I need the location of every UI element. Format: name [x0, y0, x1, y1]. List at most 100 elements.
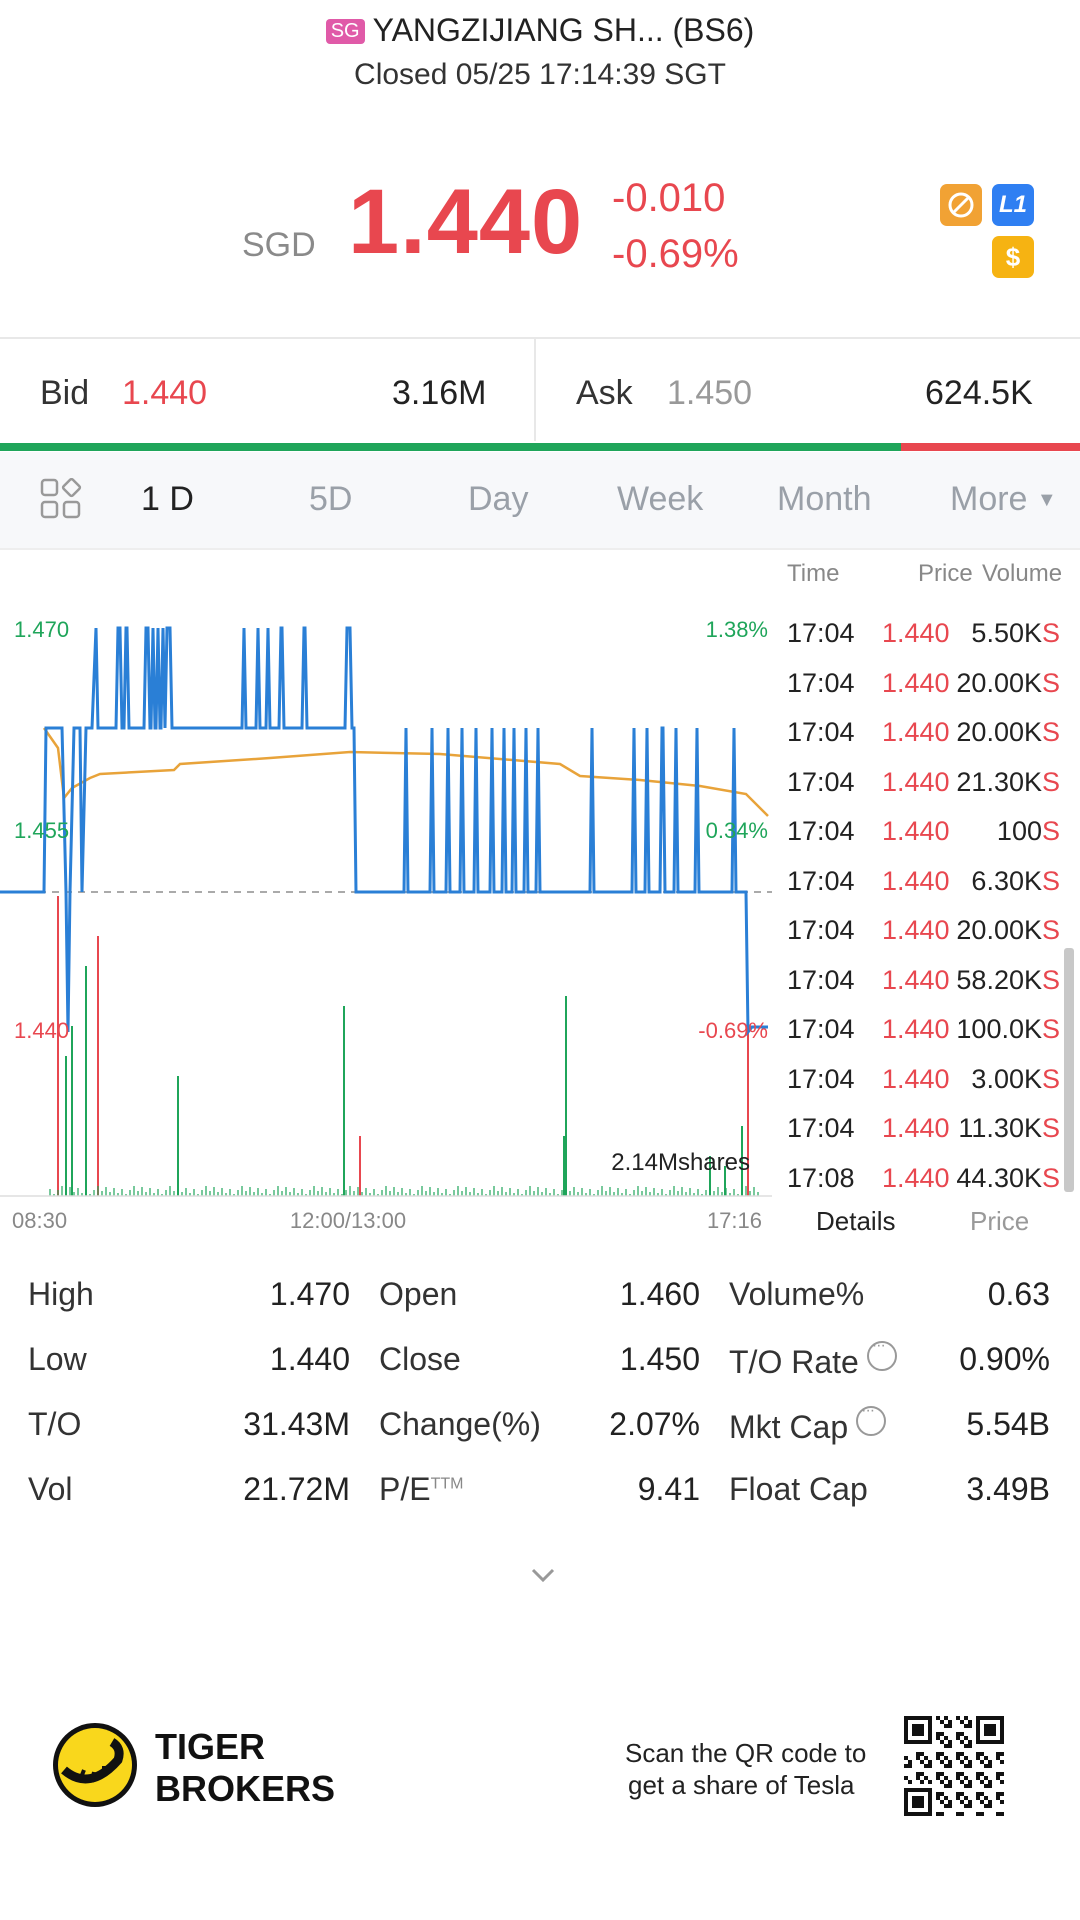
trade-side: S: [1041, 915, 1060, 945]
tab-5d[interactable]: 5D: [309, 480, 353, 518]
trade-row: 17:04 1.440 20.00KS: [0, 915, 1080, 964]
col-volume-header: Volume: [982, 560, 1063, 587]
trade-volume-value: 5.50K: [971, 618, 1042, 648]
stat-label-text: T/O Rate: [729, 1344, 859, 1380]
brand-line2: BROKERS: [155, 1768, 336, 1809]
bid-price: 1.440: [122, 374, 208, 412]
trade-row: 17:04 1.440 100S: [0, 816, 1080, 865]
bid-label: Bid: [40, 374, 90, 412]
trade-volume-value: 100.0K: [956, 1014, 1042, 1044]
details-toggle[interactable]: Details: [816, 1206, 896, 1236]
stat-label-text: Vol: [28, 1471, 73, 1507]
trade-volume-value: 58.20K: [956, 964, 1042, 995]
trade-time: 17:04: [787, 717, 855, 747]
trade-volume-value: 3.00K: [971, 1063, 1042, 1094]
trade-volume: 100S: [997, 816, 1060, 847]
trade-price: 1.440: [882, 667, 950, 698]
stat-label: Mkt Cap: [729, 1402, 887, 1446]
trade-price: 1.440: [882, 964, 950, 995]
price-change-percent: -0.69%: [612, 232, 739, 276]
stat-label: Float Cap: [729, 1471, 868, 1508]
bid-ratio-bar: [0, 443, 901, 451]
price-change: -0.010: [612, 176, 726, 220]
stat-value: 5.54B: [966, 1406, 1050, 1442]
trade-price: 1.440: [882, 717, 950, 747]
stat-label-text: High: [28, 1276, 94, 1312]
trade-price: 1.440: [882, 618, 950, 648]
trade-volume-value: 6.30K: [971, 865, 1042, 896]
ask-volume: 624.5K: [925, 374, 1033, 412]
trade-volume-value: 21.30K: [956, 766, 1042, 797]
trade-side: S: [1041, 667, 1060, 698]
tab-more-label: More: [950, 480, 1028, 518]
trade-time: 17:04: [787, 915, 855, 945]
intraday-chart[interactable]: 1.470 1.455 1.440 1.38% 0.34% -0.69% 2.1…: [0, 548, 780, 1238]
tab-week[interactable]: Week: [617, 480, 704, 518]
tab-1d[interactable]: 1 D: [141, 480, 194, 518]
stat-label: T/O: [28, 1406, 81, 1443]
trade-row: 17:08 1.440 44.30KS: [0, 1163, 1080, 1212]
trade-side: S: [1041, 717, 1060, 747]
trade-volume-value: 20.00K: [956, 915, 1042, 945]
dollar-icon[interactable]: $: [992, 236, 1034, 278]
trade-price: 1.440: [882, 1014, 950, 1044]
trade-side: S: [1041, 1113, 1060, 1143]
stat-label-sup: TTM: [430, 1475, 464, 1493]
grid-icon[interactable]: [40, 478, 82, 520]
stat-label: Open: [379, 1276, 457, 1313]
trade-volume: 11.30KS: [958, 1113, 1060, 1144]
tab-more[interactable]: More ▼: [950, 480, 1057, 519]
col-time-header: Time: [787, 560, 840, 587]
stat-value: 21.72M: [243, 1471, 350, 1507]
trade-time: 17:04: [787, 1113, 855, 1143]
tab-day[interactable]: Day: [468, 480, 529, 518]
trade-row: 17:04 1.440 20.00KS: [0, 717, 1080, 766]
last-price: 1.440: [348, 171, 584, 273]
x-label-close: 17:16: [707, 1208, 762, 1233]
trade-volume: 6.30KS: [971, 866, 1060, 897]
trade-volume: 20.00KS: [956, 915, 1060, 946]
trade-volume: 3.00KS: [971, 1064, 1060, 1095]
stat-value: 1.450: [619, 1341, 700, 1377]
stock-name: YANGZIJIANG SH... (BS6): [372, 12, 755, 48]
info-icon[interactable]: [856, 1402, 887, 1436]
stat-label-text: P/E: [379, 1471, 431, 1507]
trade-volume-value: 44.30K: [956, 1162, 1042, 1193]
stat-label: Low: [28, 1341, 87, 1378]
stat-label-text: Low: [28, 1341, 87, 1377]
trade-row: 17:04 1.440 58.20KS: [0, 965, 1080, 1014]
trade-side: S: [1041, 1063, 1060, 1094]
price-toggle[interactable]: Price: [970, 1206, 1030, 1236]
no-trade-icon[interactable]: [940, 184, 982, 226]
stat-label: Change(%): [379, 1406, 541, 1443]
tab-month[interactable]: Month: [777, 480, 872, 518]
trade-time: 17:04: [787, 1063, 855, 1094]
divider: [0, 337, 1080, 339]
trade-price: 1.440: [882, 1063, 950, 1094]
stat-label: T/O Rate: [729, 1337, 897, 1381]
trade-row: 17:04 1.440 11.30KS: [0, 1113, 1080, 1162]
bid-volume: 3.16M: [392, 374, 487, 412]
trade-time: 17:08: [787, 1162, 855, 1193]
qr-caption-2: get a share of Tesla: [628, 1770, 855, 1800]
trade-side: S: [1041, 816, 1060, 846]
divider: [534, 339, 536, 441]
trade-side: S: [1041, 964, 1060, 995]
stat-label-text: Change(%): [379, 1406, 541, 1442]
stat-label-text: Close: [379, 1341, 461, 1377]
trade-row: 17:04 1.440 21.30KS: [0, 767, 1080, 816]
trade-volume: 44.30KS: [956, 1163, 1060, 1194]
volume-label: 2.14Mshares: [611, 1149, 750, 1176]
stat-value: 1.460: [619, 1276, 700, 1312]
stat-value: 1.440: [269, 1341, 350, 1377]
trade-row: 17:04 1.440 3.00KS: [0, 1064, 1080, 1113]
trade-list-scrollbar[interactable]: [1064, 948, 1074, 1192]
trade-volume: 100.0KS: [956, 1014, 1060, 1045]
trade-time: 17:04: [787, 964, 855, 995]
info-icon[interactable]: [866, 1337, 897, 1371]
expand-chevron-icon[interactable]: [528, 1560, 558, 1590]
level1-icon[interactable]: L1: [992, 184, 1034, 226]
y-tick-high: 1.470: [14, 617, 69, 642]
market-status: Closed 05/25 17:14:39 SGT: [354, 58, 726, 91]
trade-price: 1.440: [882, 1113, 950, 1143]
